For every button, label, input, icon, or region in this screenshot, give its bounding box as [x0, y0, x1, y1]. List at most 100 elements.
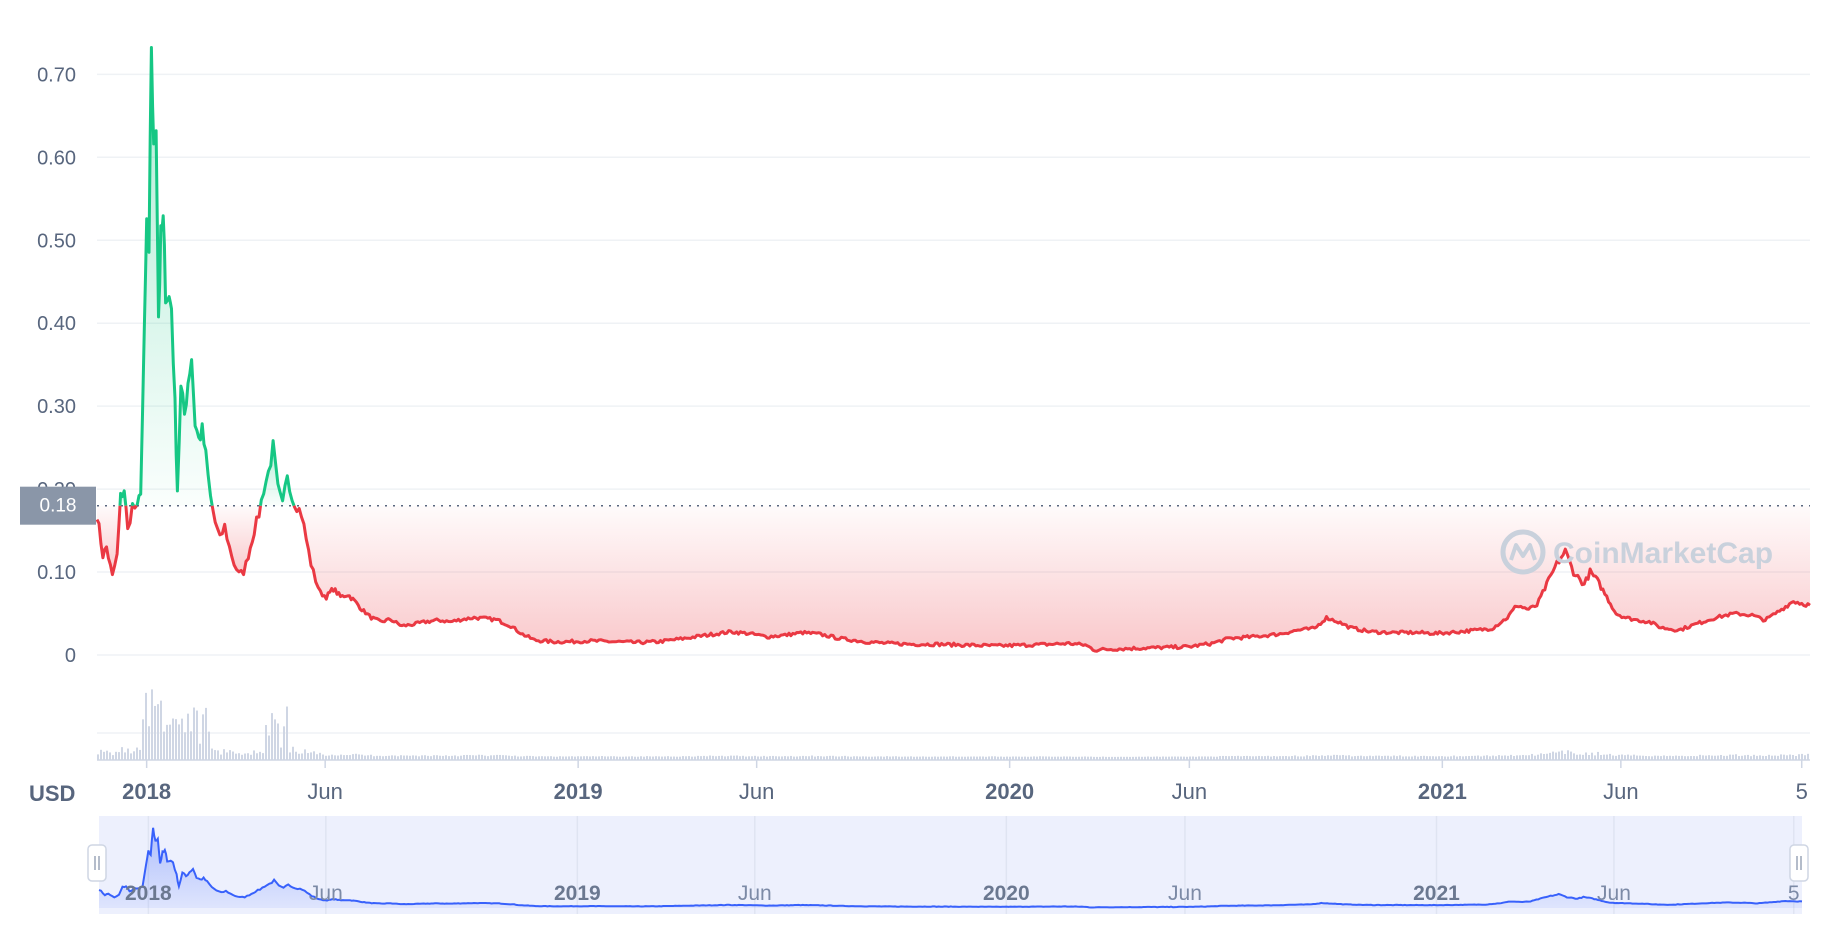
- volume-bar: [676, 756, 678, 760]
- volume-bar: [739, 756, 741, 760]
- navigator-left-handle[interactable]: [87, 844, 107, 882]
- volume-bar: [460, 755, 462, 760]
- volume-bar: [1606, 754, 1608, 760]
- volume-bar: [343, 755, 345, 760]
- volume-bar: [985, 756, 987, 760]
- volume-bar: [1804, 755, 1806, 760]
- volume-bar: [1003, 756, 1005, 760]
- volume-bar: [952, 756, 954, 760]
- volume-bar: [427, 755, 429, 760]
- volume-bar: [1756, 755, 1758, 760]
- volume-bar: [1105, 756, 1107, 760]
- volume-bar: [1315, 755, 1317, 760]
- volume-bar: [1597, 751, 1599, 760]
- volume-bar: [1771, 755, 1773, 760]
- volume-bar: [1018, 756, 1020, 760]
- volume-bar: [1651, 756, 1653, 760]
- volume-bar: [892, 756, 894, 760]
- volume-bar: [628, 756, 630, 760]
- volume-bar: [322, 754, 324, 760]
- navigator-grid: [147, 816, 1795, 914]
- volume-bar: [1012, 756, 1014, 760]
- current-price-label: 0.18: [40, 496, 77, 517]
- volume-bar: [340, 754, 342, 760]
- area-below-current: [97, 505, 120, 575]
- volume-bar: [655, 756, 657, 760]
- navigator-right-handle[interactable]: [1789, 844, 1809, 882]
- volume-bar: [586, 756, 588, 760]
- volume-bar: [1369, 755, 1371, 760]
- volume-bar: [694, 756, 696, 760]
- volume-bar: [1126, 756, 1128, 760]
- volume-bar: [1117, 756, 1119, 760]
- volume-bar: [988, 756, 990, 760]
- volume-bar: [232, 751, 234, 760]
- volume-bar: [1342, 754, 1344, 760]
- volume-bar: [217, 750, 219, 760]
- volume-bar: [1648, 756, 1650, 760]
- volume-bar: [721, 755, 723, 760]
- volume-bar: [1267, 755, 1269, 760]
- volume-bar: [334, 755, 336, 760]
- grid-lines: [97, 73, 1810, 761]
- x-tick-label: 5: [1796, 779, 1808, 804]
- volume-bar: [1621, 754, 1623, 760]
- volume-bar: [1258, 755, 1260, 760]
- volume-bar: [1444, 756, 1446, 760]
- volume-bar: [994, 756, 996, 760]
- volume-bar: [1216, 756, 1218, 760]
- volume-bar: [1690, 756, 1692, 760]
- volume-bar: [1339, 755, 1341, 760]
- volume-bar: [1162, 756, 1164, 760]
- volume-bar: [1039, 756, 1041, 760]
- currency-label: USD: [29, 781, 75, 806]
- volume-bar: [115, 751, 117, 760]
- volume-bar: [235, 753, 237, 760]
- volume-bar: [493, 755, 495, 760]
- volume-bar: [766, 756, 768, 760]
- volume-bar: [805, 756, 807, 760]
- volume-bar: [1495, 756, 1497, 760]
- volume-bar: [1786, 755, 1788, 760]
- volume-bar: [241, 754, 243, 760]
- current-price-badge: [20, 486, 96, 525]
- line-segment-down: [95, 505, 122, 577]
- volume-bar: [1108, 756, 1110, 760]
- volume-bar: [511, 756, 513, 760]
- volume-bar: [1666, 756, 1668, 760]
- volume-bar: [1021, 756, 1023, 760]
- volume-bar: [1141, 756, 1143, 760]
- volume-bar: [1066, 756, 1068, 760]
- volume-bar: [880, 756, 882, 760]
- volume-bar: [874, 756, 876, 760]
- volume-bar: [1381, 756, 1383, 760]
- volume-bar: [1567, 750, 1569, 760]
- volume-bar: [1699, 754, 1701, 760]
- navigator-tick-label: 2020: [983, 882, 1030, 905]
- volume-bar: [1159, 756, 1161, 760]
- volume-bar: [412, 755, 414, 760]
- volume-bar: [964, 756, 966, 760]
- volume-bar: [223, 749, 225, 760]
- navigator-area: [99, 827, 1802, 908]
- volume-bar: [1042, 756, 1044, 760]
- volume-bar: [1114, 756, 1116, 760]
- volume-bar: [1678, 755, 1680, 760]
- volume-bar: [529, 755, 531, 760]
- y-tick-label: 0.50: [37, 230, 76, 252]
- x-tick-label: 2018: [122, 779, 171, 804]
- volume-bar: [1705, 755, 1707, 760]
- volume-bar: [883, 756, 885, 760]
- navigator-tick-label: 2021: [1413, 882, 1460, 905]
- volume-bar: [559, 756, 561, 760]
- volume-bar: [1483, 755, 1485, 760]
- volume-bar: [1627, 754, 1629, 760]
- volume-bar: [1414, 755, 1416, 760]
- volume-bar: [352, 754, 354, 760]
- line-segment-up: [118, 489, 128, 506]
- range-navigator[interactable]: 2018 Jun 2019 Jun 2020 Jun 2021 Jun 5: [87, 816, 1809, 914]
- volume-bar: [1417, 756, 1419, 760]
- volume-bar: [664, 756, 666, 760]
- x-axis: 2018 Jun 2019 Jun 2020 Jun 2021 Jun 5: [122, 760, 1808, 804]
- volume-bar: [1375, 755, 1377, 760]
